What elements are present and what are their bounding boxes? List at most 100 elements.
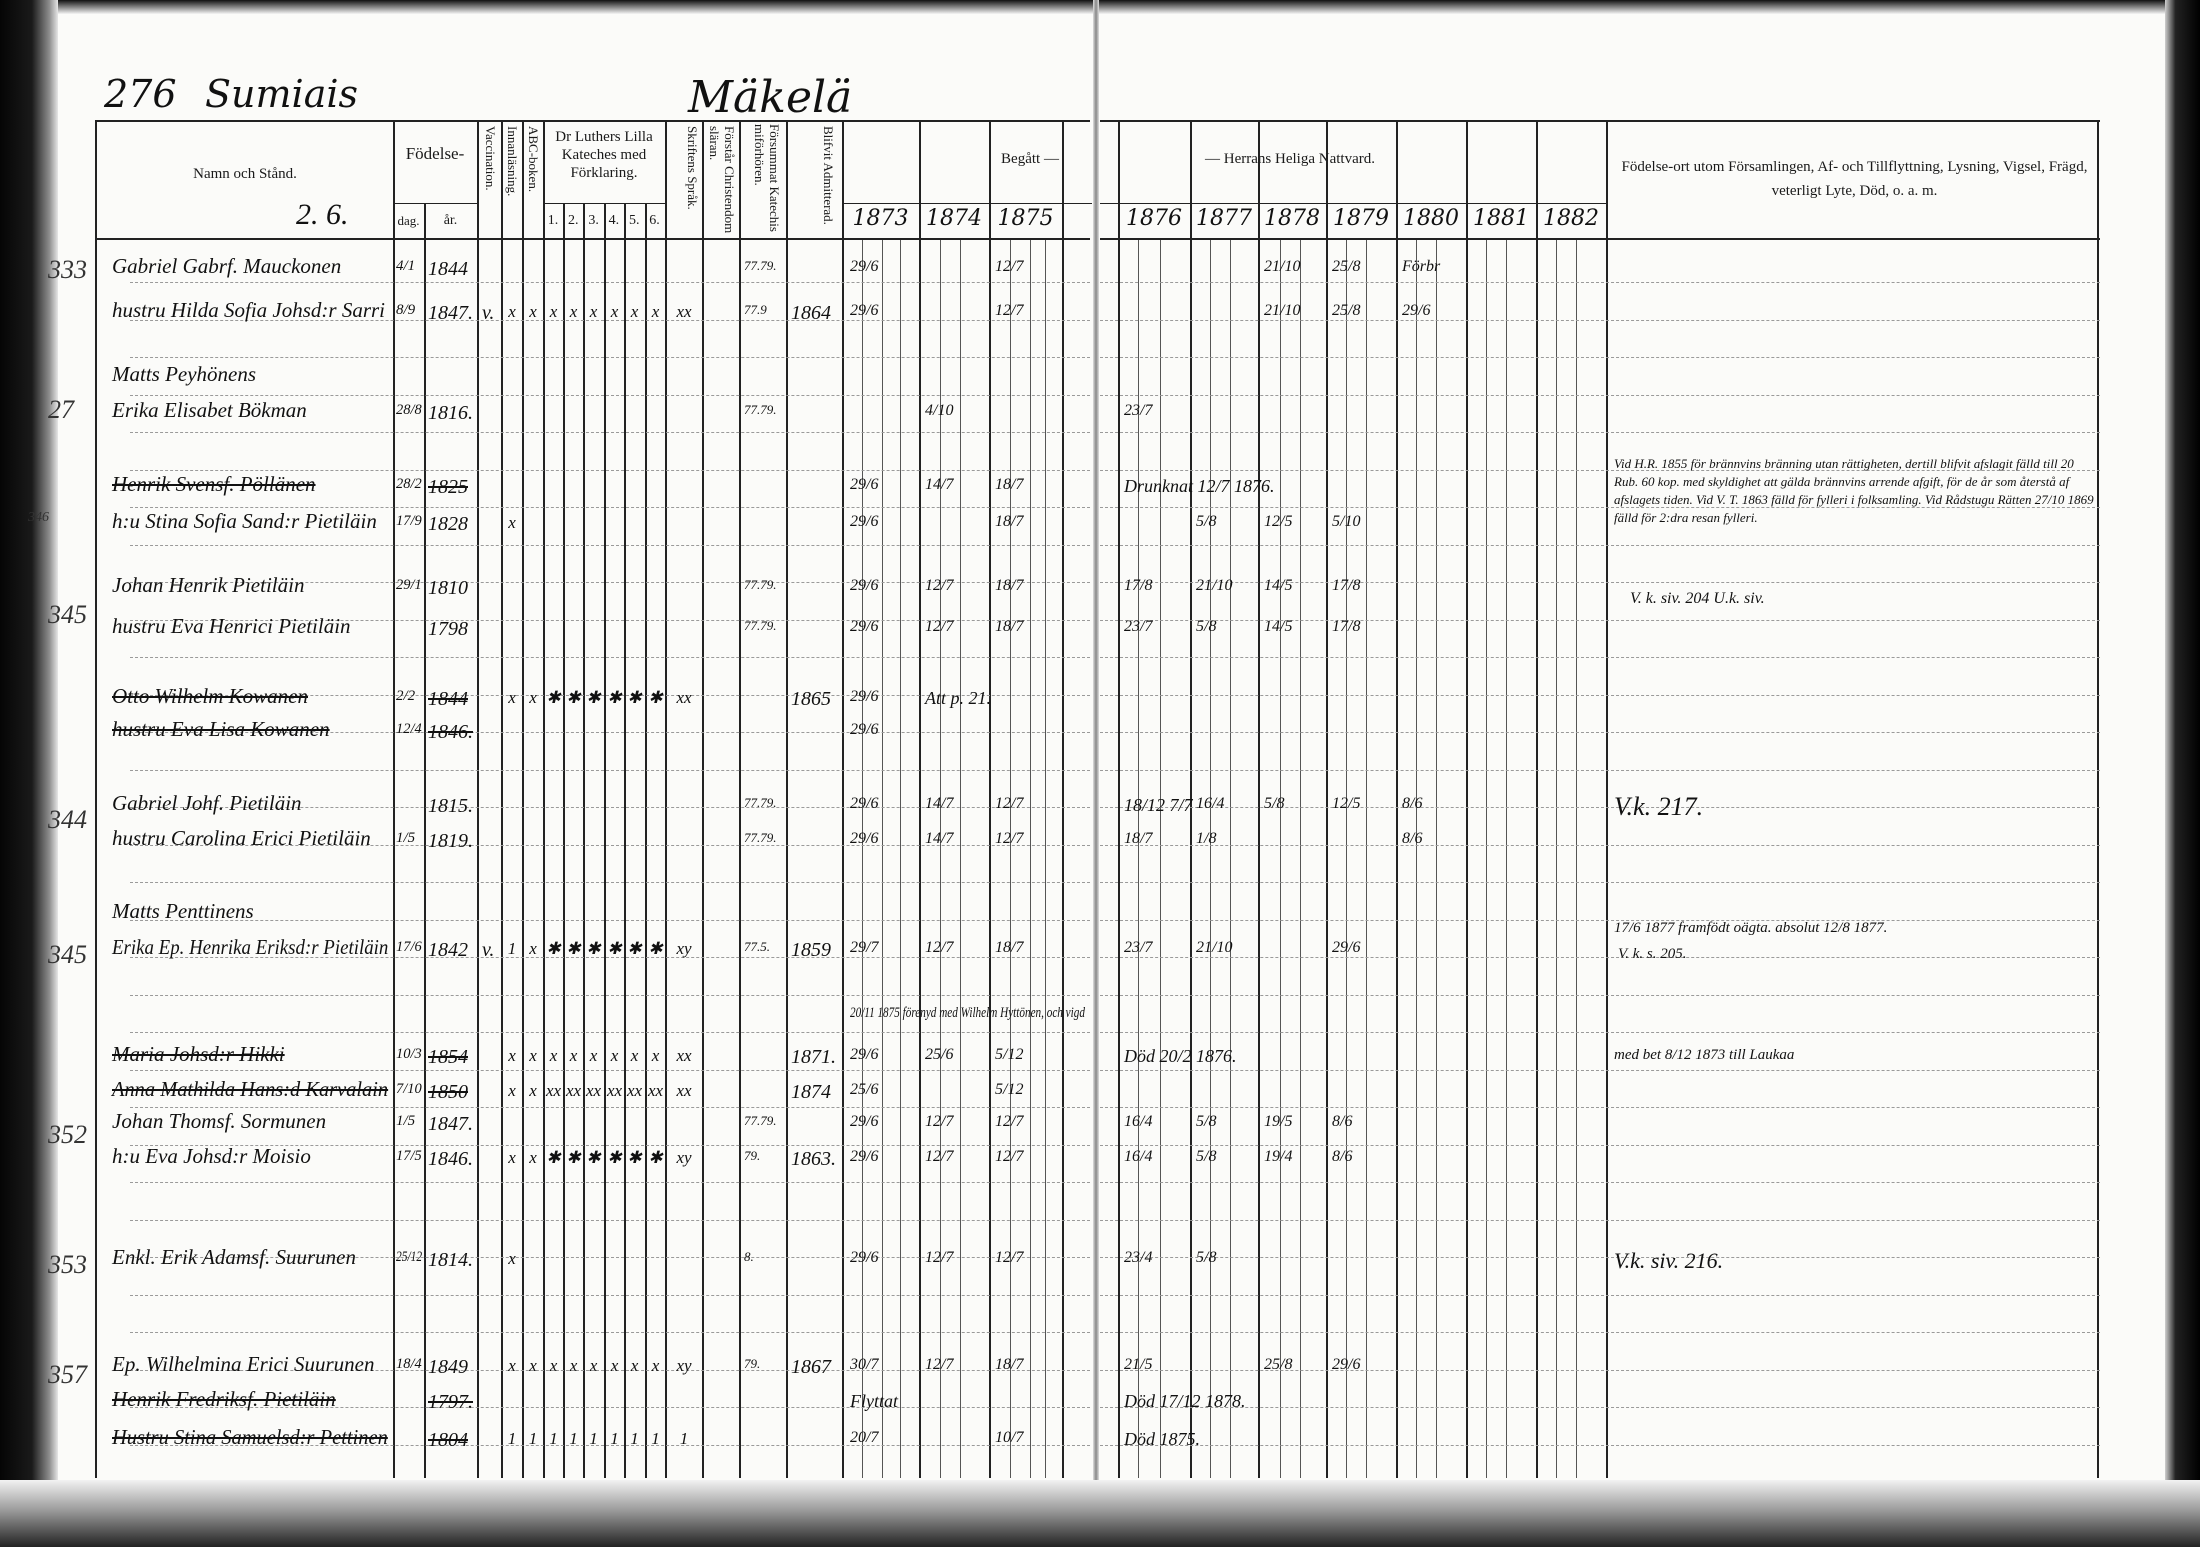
catechism-mark: x [508,1356,516,1375]
row-rule [130,994,1090,996]
communion-entry: 23/7 [1124,939,1153,956]
sub-column-rule [1346,238,1347,1478]
catechism-mark: 1 [630,1429,639,1448]
row-rule [1100,1182,2100,1183]
birth-day: 7/10 [396,1081,422,1097]
catechism-mark: x [508,1046,516,1065]
catechism-mark: ✱ [566,939,581,958]
column-rule [583,203,585,1478]
birth-day: 17/9 [396,513,422,529]
column-rule [1118,120,1120,1478]
communion-entry: 18/7 [995,577,1024,594]
birth-year: 1814. [428,1249,473,1271]
catechism-marks: x x x x x x x x xx [501,1072,702,1073]
column-rule [1466,120,1468,1478]
catechism-mark: x [569,302,578,321]
row-rule [130,919,1090,921]
header-notes: Födelse-ort utom Församlingen, Af- och T… [1621,159,2088,199]
catechism-mark: x [529,1356,537,1375]
birth-year: 1847. [428,1113,473,1135]
column-rule [1258,120,1260,1478]
catechism-mark: ✱ [607,1148,622,1167]
communion-entry: 12/7 [925,618,954,635]
year-row-rule [1100,203,1606,204]
admitted-year: 1865 [791,688,831,710]
margin-number: 344 [48,805,87,834]
catechism-mark: x [589,302,598,321]
communion-entry: Att p. 21. [925,688,991,708]
year-column-header: 1877 [1196,206,1252,231]
birth-day: 28/8 [396,402,422,418]
catechism-mark: ✱ [586,688,601,707]
row-rule [130,1257,1090,1258]
book-fold [1093,0,1099,1547]
header-catechism-part: 5. [628,213,640,228]
catechism-mark: ✱ [586,1148,601,1167]
communion-entry: 17/8 [1332,577,1361,594]
catechism-mark: xx [676,1081,692,1100]
communion-entry: 18/7 [995,618,1024,635]
communion-entry: 21/10 [1196,939,1233,956]
communion-entry: 21/5 [1124,1356,1153,1373]
catechism-mark: 1 [507,1429,517,1448]
row-rule [1100,807,2100,808]
catechism-marks: x [501,539,702,540]
person-name: hustru Carolina Erici Pietiläin [112,826,371,850]
communion-entry: 5/8 [1196,1148,1217,1165]
year-column-header: 1882 [1543,206,1599,231]
catechism-mark: x [610,302,619,321]
row-rule [130,432,1090,433]
catechism-mark: x [508,1081,516,1100]
birth-year: 1844 [428,258,468,280]
catechism-mark: x [589,1356,598,1375]
birth-day: 4/1 [396,258,416,274]
catechism-mark: 1 [610,1429,619,1448]
communion-entry: 29/6 [850,476,879,493]
communion-entry: 18/7 [995,513,1024,530]
person-name: Henrik Fredriksf. Pietiläin [112,1387,336,1411]
sub-column-rule [1436,238,1437,1478]
header-admitted: Blifvit Admitterad. [821,126,836,225]
row-rule [1100,657,2100,658]
row-rule [130,1294,1090,1296]
year-column-header: 1875 [997,206,1054,231]
communion-entry: 29/6 [1402,302,1431,319]
side-note: 17/6 1877 framfödt oägta. absolut 12/8 1… [1614,920,1888,936]
communion-entry: 19/4 [1264,1148,1293,1165]
communion-entry: 12/7 [925,1249,954,1266]
catechism-mark: x [529,1046,537,1065]
communion-entry: 5/8 [1196,618,1217,635]
catechism-mark: xx [585,1081,602,1100]
header-catechism: Dr Luthers Lilla Kateches med Förklaring… [555,129,653,181]
person-name: Erika Elisabet Bökman [112,398,307,422]
year-column-header: 1880 [1403,206,1459,231]
scan-edge-left [0,0,58,1547]
communion-entry: 12/5 [1332,795,1361,812]
communion-entry: 5/12 [995,1081,1024,1098]
birth-day: 12/4 [396,721,422,737]
row-rule [130,882,1090,883]
row-rule [1100,1069,2100,1071]
side-note: med bet 8/12 1873 till Laukaa [1614,1047,1795,1063]
header-bottom-rule [95,238,1090,240]
communion-entry: 5/8 [1264,795,1285,812]
birth-day: 17/6 [396,939,422,955]
person-name: Gabriel Gabrf. Mauckonen [112,254,342,278]
catechism-marks: x x x x x x x x xx [501,328,702,329]
row-rule [1100,1407,2100,1408]
person-name: Johan Henrik Pietiläin [112,573,305,597]
communion-entry: 18/7 [995,476,1024,493]
catechism-mark: xy [676,1356,692,1375]
communion-entry: 1/8 [1196,830,1217,847]
row-rule [130,357,1090,358]
catechism-mark: x [610,1356,619,1375]
catechism-mark: 1 [549,1429,558,1448]
catechism-marks: x x xx xx xx xx xx xx xx [501,1107,702,1108]
row-rule [130,1032,1090,1033]
birth-day: 1/5 [396,1113,416,1129]
header-vaccination: Vaccination. [483,126,498,191]
person-name: Ep. Wilhelmina Erici Suurunen [112,1352,375,1376]
communion-entry: 12/5 [1264,513,1293,530]
catechism-mark: x [508,302,516,321]
